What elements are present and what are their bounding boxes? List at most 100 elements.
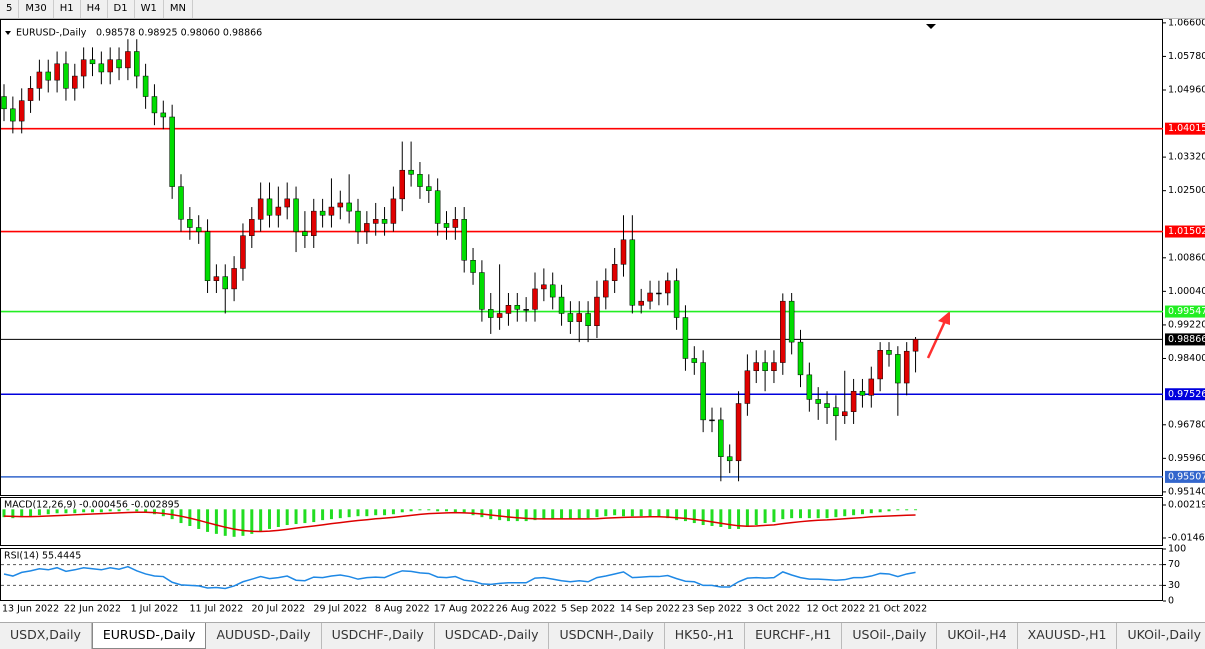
macd-bar <box>630 509 634 517</box>
candle-body <box>443 223 450 228</box>
macd-bar <box>241 509 245 536</box>
rsi-line <box>3 565 916 590</box>
symbol-tab[interactable]: UKOil-,Daily <box>1117 623 1205 649</box>
symbol-tab[interactable]: EURUSD-,Daily <box>91 623 207 649</box>
y-tick-label: 1.04960 <box>1168 84 1205 95</box>
macd-bar <box>710 509 714 527</box>
candle-body <box>691 358 698 363</box>
y-tick-label: 0.99220 <box>1168 319 1205 330</box>
timeframe-button[interactable]: MN <box>164 0 193 18</box>
macd-bar <box>152 509 156 515</box>
x-tick-label: 3 Oct 2022 <box>748 604 801 615</box>
candle-body <box>682 317 689 359</box>
candle-body <box>195 227 202 232</box>
candle-body <box>523 309 529 311</box>
macd-bar <box>73 509 77 514</box>
symbol-tab[interactable]: EURCHF-,H1 <box>745 623 843 649</box>
candle-body <box>718 419 724 457</box>
symbol-tab[interactable]: USDCNH-,Daily <box>549 623 665 649</box>
timeframe-button[interactable]: 5 <box>0 0 20 18</box>
macd-bar <box>11 509 15 519</box>
candle-body <box>842 411 848 417</box>
candle-body <box>726 456 733 462</box>
macd-bar <box>285 509 289 526</box>
candle-body <box>134 51 140 77</box>
y-tick-label: 1.03320 <box>1168 152 1205 163</box>
candle-body <box>355 210 361 232</box>
level-label: 1.04015 <box>1168 123 1205 134</box>
macd-bar <box>781 509 785 520</box>
level-label-box <box>1165 122 1205 135</box>
macd-bar <box>763 509 767 524</box>
candle-body <box>647 292 653 302</box>
candle-body <box>797 341 804 376</box>
level-label: 1.01502 <box>1168 226 1205 237</box>
level-label: 0.95507 <box>1168 471 1205 482</box>
x-tick-label: 5 Sep 2022 <box>561 604 615 615</box>
symbol-tab[interactable]: USDCAD-,Daily <box>435 623 550 649</box>
y-tick-label: 1.00040 <box>1168 286 1205 297</box>
macd-bar <box>639 509 643 517</box>
candle-body <box>125 51 131 69</box>
macd-bar <box>568 509 572 520</box>
macd-bar <box>206 509 210 532</box>
candle-body <box>470 260 476 273</box>
chart-info: 0.98578 0.98925 0.98060 0.98866 <box>96 28 262 39</box>
toolbar: 5 M30 H1 H4 D1 W1 MN <box>0 0 1205 19</box>
macd-bar <box>825 509 829 519</box>
candle-body <box>408 169 414 175</box>
symbol-tab[interactable]: HK50-,H1 <box>665 623 746 649</box>
macd-bar <box>533 509 537 521</box>
timeframe-button[interactable]: H1 <box>54 0 81 18</box>
candle-body <box>434 190 441 224</box>
timeframe-button[interactable]: H4 <box>81 0 108 18</box>
x-tick-label: 29 Jul 2022 <box>313 604 367 615</box>
candle-body <box>337 202 344 208</box>
timeframe-button[interactable]: W1 <box>135 0 164 18</box>
candle-body <box>72 75 78 89</box>
level-label: 0.99547 <box>1168 306 1205 317</box>
symbol-tab[interactable]: UKOil-,H4 <box>937 623 1018 649</box>
candle-body <box>620 239 627 265</box>
candle-body <box>558 296 565 314</box>
macd-bar <box>807 509 811 519</box>
candle-body <box>788 300 795 343</box>
symbol-tab[interactable]: USDX,Daily <box>0 623 92 649</box>
macd-bar <box>683 509 687 522</box>
level-label-box <box>1165 470 1205 483</box>
candle-body <box>452 219 459 228</box>
symbol-tab[interactable]: USOil-,Daily <box>842 623 938 649</box>
level-label: 0.98866 <box>1168 334 1205 345</box>
candle-body <box>275 206 282 216</box>
candle-body <box>603 280 609 298</box>
candle-body <box>541 284 547 290</box>
shift-marker <box>926 24 936 29</box>
timeframe-button[interactable]: D1 <box>108 0 135 18</box>
candle-body <box>107 59 113 73</box>
macd-bar <box>462 509 466 514</box>
candle-body <box>780 300 786 363</box>
macd-bar <box>869 509 873 514</box>
macd-bar <box>117 509 121 512</box>
macd-bar <box>268 509 271 529</box>
candle-body <box>762 362 768 372</box>
candle-body <box>116 59 122 69</box>
symbol-tab[interactable]: XAUUSD-,H1 <box>1018 623 1118 649</box>
symbol-tab[interactable]: AUDUSD-,Daily <box>206 623 322 649</box>
macd-bar <box>613 509 617 516</box>
timeframe-button[interactable]: M30 <box>19 0 54 18</box>
macd-bar <box>887 509 891 512</box>
symbol-tab[interactable]: USDCHF-,Daily <box>322 623 435 649</box>
arrow <box>926 318 948 359</box>
macd-bar <box>259 509 263 532</box>
candle-body <box>665 280 671 294</box>
y-tick-label: 30 <box>1168 580 1180 591</box>
rsi-frame <box>0 548 1163 601</box>
level-label-box <box>1165 305 1205 318</box>
candle-body <box>319 210 326 216</box>
candle-body <box>912 339 919 352</box>
candle-body <box>709 419 715 422</box>
candle-body <box>505 305 512 314</box>
candle-body <box>63 63 69 89</box>
x-tick-label: 11 Jul 2022 <box>190 604 244 615</box>
